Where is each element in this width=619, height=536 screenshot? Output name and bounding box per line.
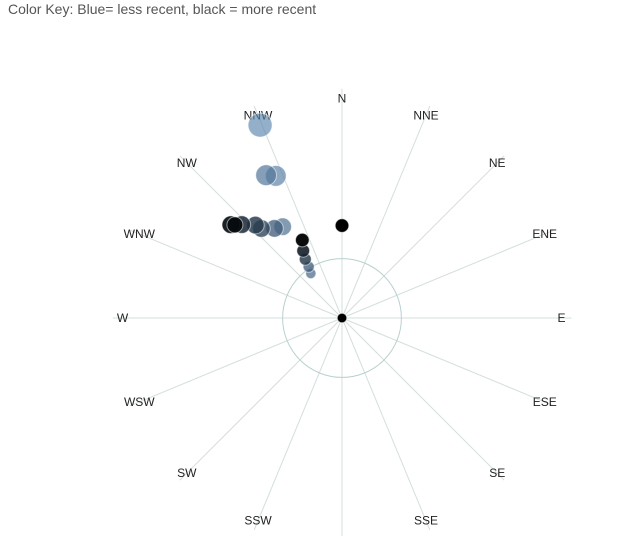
spoke-sse bbox=[341, 317, 431, 531]
spoke-se bbox=[341, 317, 505, 481]
direction-label-nne: NNE bbox=[413, 108, 438, 122]
wind-point-14 bbox=[295, 232, 310, 248]
wind-point-9 bbox=[226, 216, 244, 234]
direction-label-ssw: SSW bbox=[244, 514, 272, 528]
spoke-wsw bbox=[129, 317, 343, 407]
direction-label-n: N bbox=[338, 92, 347, 106]
direction-label-sse: SSE bbox=[414, 514, 438, 528]
direction-label-ne: NE bbox=[489, 156, 506, 170]
direction-label-nw: NW bbox=[177, 156, 198, 170]
spoke-ssw bbox=[253, 317, 343, 531]
spoke-sw bbox=[179, 317, 343, 481]
direction-label-e: E bbox=[557, 311, 565, 325]
wind-observation-points bbox=[221, 112, 350, 324]
direction-label-w: W bbox=[117, 311, 129, 325]
direction-label-se: SE bbox=[489, 466, 505, 480]
wind-point-15 bbox=[334, 218, 350, 233]
wind-point-2 bbox=[255, 164, 278, 187]
direction-label-sw: SW bbox=[177, 466, 197, 480]
spoke-nne bbox=[341, 105, 431, 319]
wind-point-16 bbox=[336, 312, 348, 324]
spoke-ese bbox=[341, 317, 555, 407]
wind-point-0 bbox=[247, 112, 273, 138]
direction-labels: NNNENEENEEESESESSESSWSWWSWWWNWNWNNW bbox=[117, 92, 566, 528]
spoke-nnw bbox=[253, 105, 343, 319]
spoke-wnw bbox=[129, 229, 343, 319]
direction-label-wsw: WSW bbox=[124, 395, 155, 409]
reference-ring bbox=[282, 258, 402, 378]
spoke-ene bbox=[341, 229, 555, 319]
direction-label-wnw: WNW bbox=[124, 227, 156, 241]
color-key-title: Color Key: Blue= less recent, black = mo… bbox=[8, 1, 317, 17]
direction-label-ene: ENE bbox=[532, 227, 557, 241]
spoke-ne bbox=[341, 155, 505, 319]
direction-label-ese: ESE bbox=[533, 395, 557, 409]
direction-spokes bbox=[112, 88, 572, 536]
